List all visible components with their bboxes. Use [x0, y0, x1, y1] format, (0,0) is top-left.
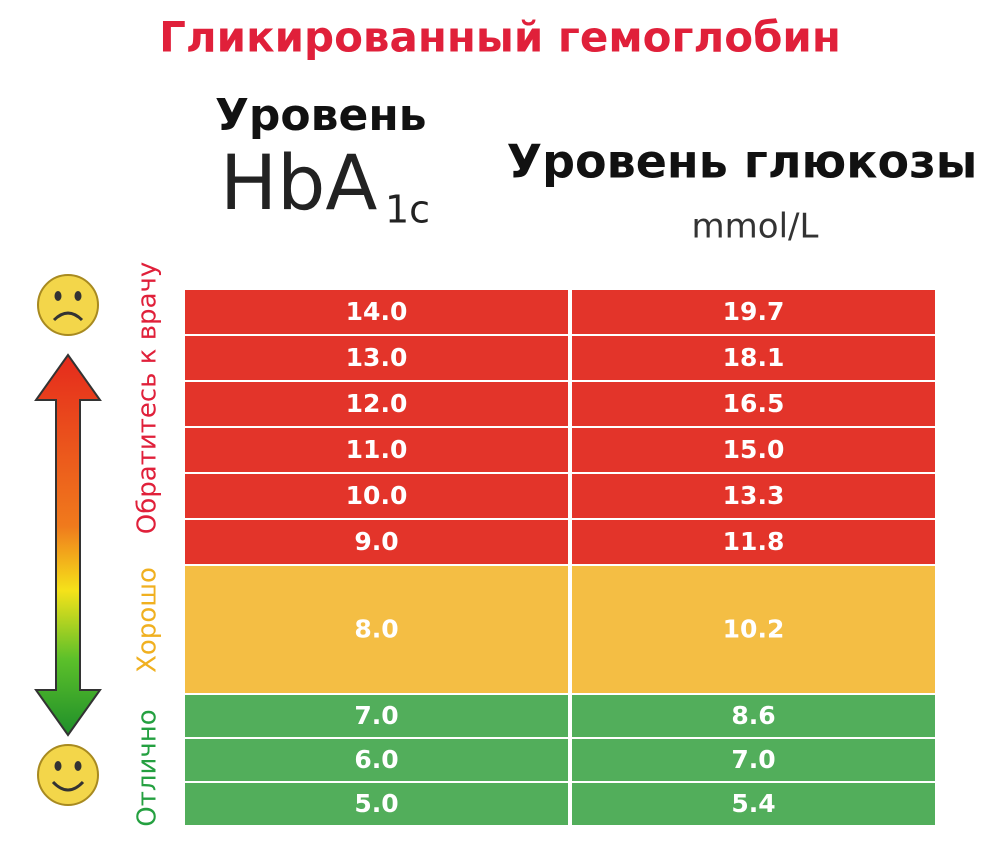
table-row: 9.0 11.8 [185, 520, 935, 564]
table-row: 7.0 8.6 [185, 695, 935, 737]
cell-value: 13.0 [346, 343, 408, 372]
zone-label: Обратитесь к врачу [133, 262, 163, 534]
table-cell [572, 290, 935, 334]
cell-value: 18.1 [723, 343, 785, 372]
cell-value: 7.0 [731, 745, 775, 774]
table-cell [185, 428, 568, 472]
table-cell [572, 739, 935, 781]
zone-label: Хорошо [133, 567, 163, 673]
scale-arrow [34, 353, 102, 737]
table-cell [572, 520, 935, 564]
table-cell [185, 520, 568, 564]
table-cell [185, 695, 568, 737]
table-cell [185, 739, 568, 781]
zone-label: Отлично [133, 709, 163, 826]
glucose-unit: mmol/L [692, 207, 819, 247]
cell-value: 16.5 [723, 389, 785, 418]
cell-value: 12.0 [346, 389, 408, 418]
table-cell [572, 783, 935, 825]
cell-value: 8.6 [731, 701, 775, 730]
table-cell [185, 336, 568, 380]
sad-face [37, 274, 99, 336]
glucose-header: Уровень глюкозы [507, 135, 978, 189]
cell-value: 13.3 [723, 481, 785, 510]
table-cell [185, 382, 568, 426]
cell-value: 5.4 [731, 789, 775, 818]
table-row: 11.0 15.0 [185, 428, 935, 472]
table-cell [572, 428, 935, 472]
table-row: 5.0 5.4 [185, 783, 935, 825]
table-cell [572, 336, 935, 380]
cell-value: 8.0 [354, 615, 398, 644]
table-row: 6.0 7.0 [185, 739, 935, 781]
cell-value: 14.0 [346, 297, 408, 326]
cell-value: 9.0 [354, 527, 398, 556]
table-row: 14.0 19.7 [185, 290, 935, 334]
hba1c-symbol: HbA [220, 138, 377, 227]
cell-value: 5.0 [354, 789, 398, 818]
cell-value: 10.0 [346, 481, 408, 510]
hba1c-subscript: 1c [385, 188, 430, 232]
table-row: 8.0 10.2 [185, 566, 935, 693]
cell-value: 11.0 [346, 435, 408, 464]
table-cell [572, 382, 935, 426]
table-row: 10.0 13.3 [185, 474, 935, 518]
table-cell [572, 474, 935, 518]
table-cell [572, 695, 935, 737]
hba1c-header: Уровень [215, 90, 427, 141]
table-row: 12.0 16.5 [185, 382, 935, 426]
title: Гликированный гемоглобин [159, 13, 841, 62]
cell-value: 11.8 [723, 527, 785, 556]
table-cell [185, 290, 568, 334]
cell-value: 15.0 [723, 435, 785, 464]
cell-value: 10.2 [723, 615, 785, 644]
cell-value: 19.7 [723, 297, 785, 326]
happy-face [37, 744, 99, 806]
table-cell [185, 474, 568, 518]
table-row: 13.0 18.1 [185, 336, 935, 380]
cell-value: 6.0 [354, 745, 398, 774]
table-cell [185, 783, 568, 825]
table: 14.0 19.7 13.0 18.1 12.0 16.5 11.0 15.0 10.0 13.3… [185, 290, 935, 825]
cell-value: 7.0 [354, 701, 398, 730]
table-cell [572, 566, 935, 693]
table-cell [185, 566, 568, 693]
